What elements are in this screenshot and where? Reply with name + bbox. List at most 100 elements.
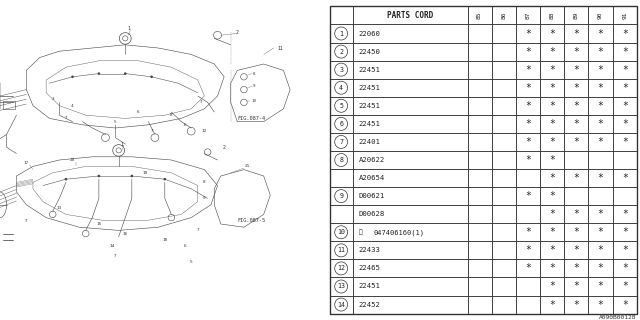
Text: 2: 2	[236, 29, 239, 35]
Bar	[564, 115, 588, 133]
Text: *: *	[525, 155, 531, 165]
Text: 7: 7	[150, 129, 153, 133]
Bar	[516, 6, 540, 24]
Text: *: *	[573, 28, 579, 38]
Circle shape	[97, 72, 100, 75]
Text: 6: 6	[137, 110, 140, 114]
Text: 89: 89	[574, 12, 579, 19]
Bar	[564, 79, 588, 97]
Text: 22451: 22451	[358, 121, 380, 127]
Bar	[353, 60, 468, 79]
Bar	[564, 169, 588, 187]
Text: 90: 90	[598, 12, 603, 19]
Bar	[516, 133, 540, 151]
Text: *: *	[622, 245, 628, 255]
Bar	[612, 151, 637, 169]
Text: *: *	[525, 65, 531, 75]
Bar	[492, 277, 516, 296]
Text: 5: 5	[190, 260, 193, 264]
Text: *: *	[549, 209, 555, 219]
Text: *: *	[622, 209, 628, 219]
Text: 21: 21	[244, 164, 250, 168]
Bar	[612, 115, 637, 133]
Bar	[492, 79, 516, 97]
Text: 22451: 22451	[358, 103, 380, 109]
Bar	[516, 115, 540, 133]
Bar	[588, 151, 612, 169]
Text: 7: 7	[339, 139, 343, 145]
Bar	[612, 277, 637, 296]
Bar	[492, 260, 516, 277]
Bar	[330, 151, 353, 169]
Bar	[468, 187, 492, 205]
Bar	[353, 277, 468, 296]
Text: A20622: A20622	[358, 157, 385, 163]
Text: 1: 1	[339, 30, 343, 36]
Bar	[540, 151, 564, 169]
Bar	[540, 169, 564, 187]
Bar	[540, 43, 564, 60]
Bar	[540, 260, 564, 277]
Bar	[353, 43, 468, 60]
Bar	[516, 296, 540, 314]
Bar	[468, 151, 492, 169]
Text: 3: 3	[339, 67, 343, 73]
Text: *: *	[549, 47, 555, 57]
Bar	[516, 60, 540, 79]
Bar	[330, 133, 353, 151]
Bar	[353, 24, 468, 43]
Bar	[468, 6, 492, 24]
Bar	[353, 296, 468, 314]
Text: *: *	[622, 83, 628, 93]
Text: 12: 12	[337, 265, 345, 271]
Text: *: *	[549, 119, 555, 129]
Text: FIG.087-4: FIG.087-4	[237, 116, 266, 121]
Text: *: *	[622, 300, 628, 309]
Text: 88: 88	[550, 12, 555, 19]
Bar	[612, 97, 637, 115]
Circle shape	[124, 72, 127, 75]
Text: 10: 10	[252, 99, 256, 103]
Circle shape	[71, 76, 74, 78]
Text: 15: 15	[96, 222, 102, 226]
Bar	[540, 133, 564, 151]
Bar	[516, 187, 540, 205]
Bar	[540, 24, 564, 43]
Bar	[353, 187, 468, 205]
Bar	[564, 260, 588, 277]
Text: 22401: 22401	[358, 139, 380, 145]
Text: 8: 8	[339, 157, 343, 163]
Text: *: *	[549, 28, 555, 38]
Text: *: *	[525, 263, 531, 273]
Text: *: *	[573, 83, 579, 93]
Bar	[612, 60, 637, 79]
Bar	[468, 24, 492, 43]
Text: *: *	[598, 263, 604, 273]
Text: 18: 18	[162, 238, 168, 242]
Bar	[353, 115, 468, 133]
Bar	[330, 241, 353, 260]
Bar	[3, 101, 15, 109]
Bar	[516, 169, 540, 187]
Bar	[540, 223, 564, 241]
Bar	[564, 60, 588, 79]
Text: *: *	[598, 300, 604, 309]
Text: *: *	[573, 137, 579, 147]
Bar	[564, 296, 588, 314]
Text: *: *	[549, 155, 555, 165]
Bar	[612, 133, 637, 151]
Bar	[353, 260, 468, 277]
Circle shape	[150, 76, 153, 78]
Bar	[588, 260, 612, 277]
Bar	[564, 43, 588, 60]
Bar	[540, 241, 564, 260]
Text: 7: 7	[25, 219, 28, 223]
Bar	[330, 60, 353, 79]
Text: 87: 87	[525, 12, 531, 19]
Text: *: *	[622, 282, 628, 292]
Text: 9: 9	[253, 84, 255, 88]
Bar	[492, 43, 516, 60]
Bar	[612, 205, 637, 223]
Bar	[330, 260, 353, 277]
Bar	[588, 60, 612, 79]
